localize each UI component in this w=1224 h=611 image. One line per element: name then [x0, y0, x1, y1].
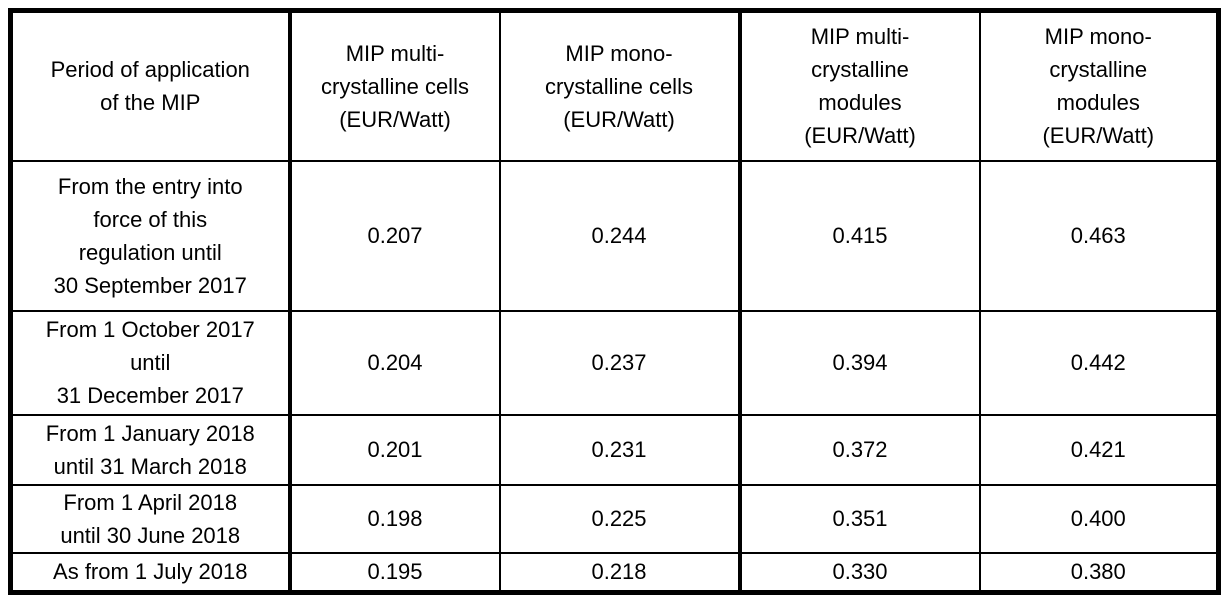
value-cell: 0.244	[499, 160, 742, 312]
value-cell: 0.372	[739, 414, 981, 486]
column-header-multi-cells: MIP multi- crystalline cells (EUR/Watt)	[289, 10, 501, 162]
column-header-mono-modules: MIP mono- crystalline modules (EUR/Watt)	[979, 10, 1219, 162]
period-cell: From the entry into force of this regula…	[10, 160, 292, 312]
column-header-period: Period of application of the MIP	[10, 10, 292, 162]
table-row: From 1 October 2017 until 31 December 20…	[10, 310, 1219, 416]
value-cell: 0.463	[979, 160, 1219, 312]
value-cell: 0.231	[499, 414, 742, 486]
column-header-mono-cells: MIP mono- crystalline cells (EUR/Watt)	[499, 10, 742, 162]
value-cell: 0.207	[289, 160, 501, 312]
value-cell: 0.201	[289, 414, 501, 486]
value-cell: 0.442	[979, 310, 1219, 416]
value-cell: 0.218	[499, 552, 742, 593]
value-cell: 0.380	[1070, 559, 1126, 585]
value-cell: 0.351	[739, 484, 981, 554]
value-cell: 0.198	[289, 484, 501, 554]
table-row: From the entry into force of this regula…	[10, 160, 1219, 312]
value-cell: 0.204	[289, 310, 501, 416]
value-cell: 0.330	[739, 552, 981, 593]
table-row: From 1 April 2018 until 30 June 2018 0.1…	[10, 484, 1219, 554]
value-cell: 0.225	[499, 484, 742, 554]
value-cell: 0.421	[979, 414, 1219, 486]
value-cell: 0.195	[289, 552, 501, 593]
mip-price-table: Period of application of the MIP MIP mul…	[8, 8, 1221, 595]
period-cell: From 1 April 2018 until 30 June 2018	[10, 484, 292, 554]
column-header-multi-modules: MIP multi- crystalline modules (EUR/Watt…	[739, 10, 981, 162]
table-row: From 1 January 2018 until 31 March 2018 …	[10, 414, 1219, 486]
value-cell: 0.394	[739, 310, 981, 416]
value-cell: 0.415	[739, 160, 981, 312]
period-cell: From 1 October 2017 until 31 December 20…	[10, 310, 292, 416]
table-row: As from 1 July 2018 0.195 0.218 0.330 0.…	[10, 552, 1219, 593]
period-cell: From 1 January 2018 until 31 March 2018	[10, 414, 292, 486]
value-cell: 0.237	[499, 310, 742, 416]
header-row: Period of application of the MIP MIP mul…	[10, 10, 1219, 162]
period-cell: As from 1 July 2018	[10, 552, 292, 593]
value-cell: 0.400	[979, 484, 1219, 554]
